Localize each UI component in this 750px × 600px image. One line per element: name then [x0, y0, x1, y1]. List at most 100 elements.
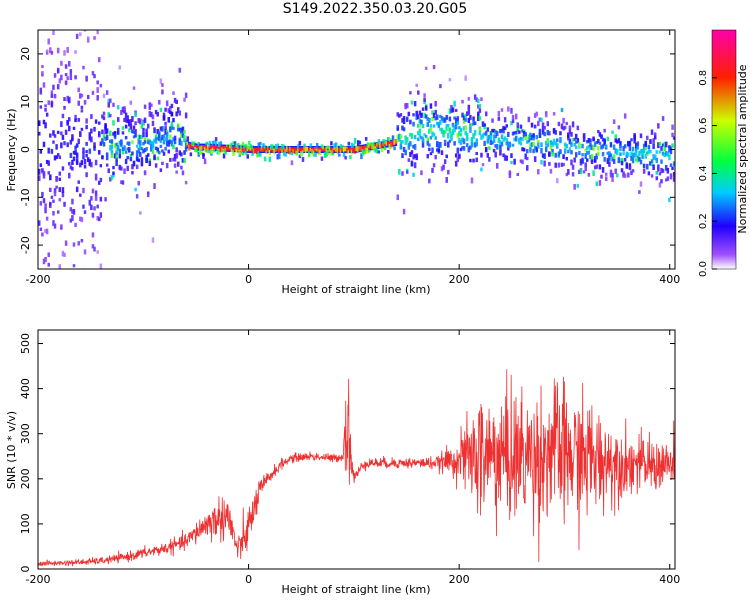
heatmap-cell — [666, 153, 670, 157]
heatmap-cell — [437, 145, 441, 150]
heatmap-cell — [49, 286, 52, 292]
snr-y-tick-label: 100 — [19, 513, 32, 534]
heatmap-cell — [350, 149, 354, 155]
colorbar-ticks: 0.00.20.40.60.8 — [698, 70, 717, 277]
heatmap-cell — [560, 123, 564, 129]
heatmap-cell — [429, 124, 433, 128]
heatmap-cell — [442, 129, 445, 135]
heatmap-cell — [79, 0, 82, 1]
heatmap-cell — [418, 110, 422, 115]
heatmap-cell — [450, 132, 453, 137]
heatmap-cell — [151, 141, 155, 147]
heatmap-cell — [109, 139, 112, 144]
heatmap-cell — [454, 117, 458, 124]
heatmap-cell — [625, 162, 629, 168]
heatmap-cell — [530, 122, 534, 128]
heatmap-cell — [248, 151, 251, 153]
heatmap-cell — [124, 116, 128, 123]
heatmap-cell — [289, 148, 292, 155]
heatmap-cell — [404, 135, 407, 141]
heatmap-cell — [121, 131, 125, 135]
heatmap-cell — [342, 146, 346, 153]
heatmap-cell — [194, 144, 197, 149]
heatmap-cell — [606, 160, 610, 165]
heatmap-cell — [385, 146, 388, 148]
heatmap-cell — [442, 117, 445, 123]
heatmap-cell — [210, 143, 213, 146]
heatmap-cell — [604, 144, 608, 148]
heatmap-cell — [80, 160, 84, 166]
heatmap-cell — [503, 154, 507, 161]
heatmap-cell — [352, 143, 355, 148]
heatmap-cell — [401, 153, 404, 159]
heatmap-cell — [129, 157, 133, 162]
heatmap-cell — [300, 151, 303, 157]
heatmap-cell — [41, 71, 44, 76]
heatmap-cell — [423, 133, 426, 137]
heatmap-cell — [508, 172, 512, 179]
heatmap-cell — [655, 176, 659, 181]
heatmap-cell — [421, 107, 425, 111]
heatmap-cell — [39, 90, 43, 95]
heatmap-cell — [601, 144, 605, 149]
heatmap-cell — [41, 65, 44, 69]
heatmap-cell — [364, 147, 368, 154]
heatmap-cell — [456, 133, 460, 138]
heatmap-cell — [548, 161, 551, 166]
heatmap-cell — [229, 145, 232, 149]
heatmap-cell — [55, 144, 58, 150]
heatmap-cell — [492, 128, 496, 133]
heatmap-cell — [473, 129, 477, 136]
heatmap-cell — [102, 116, 106, 121]
heatmap-cell — [248, 145, 251, 150]
heatmap-cell — [505, 155, 508, 161]
heatmap-cell — [172, 126, 175, 130]
heatmap-cell — [45, 216, 49, 221]
heatmap-cell — [320, 144, 324, 148]
heatmap-cell — [630, 138, 633, 142]
heatmap-cell — [458, 153, 461, 158]
heatmap-cell — [609, 172, 613, 178]
heatmap-cell — [461, 146, 464, 150]
heatmap-cell — [75, 158, 79, 164]
heatmap-cell — [45, 159, 49, 164]
heatmap-cell — [358, 145, 361, 147]
heatmap-cell — [349, 146, 352, 148]
heatmap-cell — [472, 158, 475, 163]
heatmap-cell — [415, 83, 418, 87]
heatmap-cell — [73, 293, 76, 297]
heatmap-cell — [413, 162, 417, 169]
heatmap-cell — [229, 150, 232, 152]
heatmap-cell — [281, 149, 284, 153]
heatmap-cell — [161, 126, 164, 132]
heatmap-cell — [586, 146, 589, 151]
heatmap-cell — [571, 138, 575, 142]
heatmap-cell — [276, 143, 279, 150]
heatmap-cell — [164, 146, 167, 151]
heatmap-cell — [557, 151, 561, 157]
heatmap-cell — [128, 119, 131, 123]
heatmap-cell — [399, 143, 403, 149]
heatmap-cell — [75, 186, 79, 193]
heatmap-cell — [61, 166, 65, 171]
heatmap-cell — [285, 151, 289, 153]
heatmap-cell — [200, 143, 203, 146]
heatmap-cell — [428, 117, 431, 123]
heatmap-cell — [472, 134, 475, 139]
heatmap-cell — [314, 146, 317, 148]
heatmap-cell — [118, 140, 122, 145]
heatmap-cell — [153, 127, 156, 134]
heatmap-cell — [668, 145, 671, 149]
heatmap-cell — [265, 146, 268, 148]
heatmap-cell — [653, 132, 657, 136]
heatmap-cell — [172, 137, 175, 142]
heatmap-cell — [134, 121, 137, 126]
heatmap-cell — [593, 159, 597, 163]
heatmap-cell — [630, 170, 633, 176]
heatmap-cell — [385, 141, 388, 146]
heatmap-cell — [576, 140, 580, 144]
heatmap-cell — [199, 143, 202, 146]
spectrogram-x-tick-label: -200 — [26, 273, 51, 286]
heatmap-cell — [94, 190, 98, 196]
heatmap-cell — [364, 144, 368, 146]
